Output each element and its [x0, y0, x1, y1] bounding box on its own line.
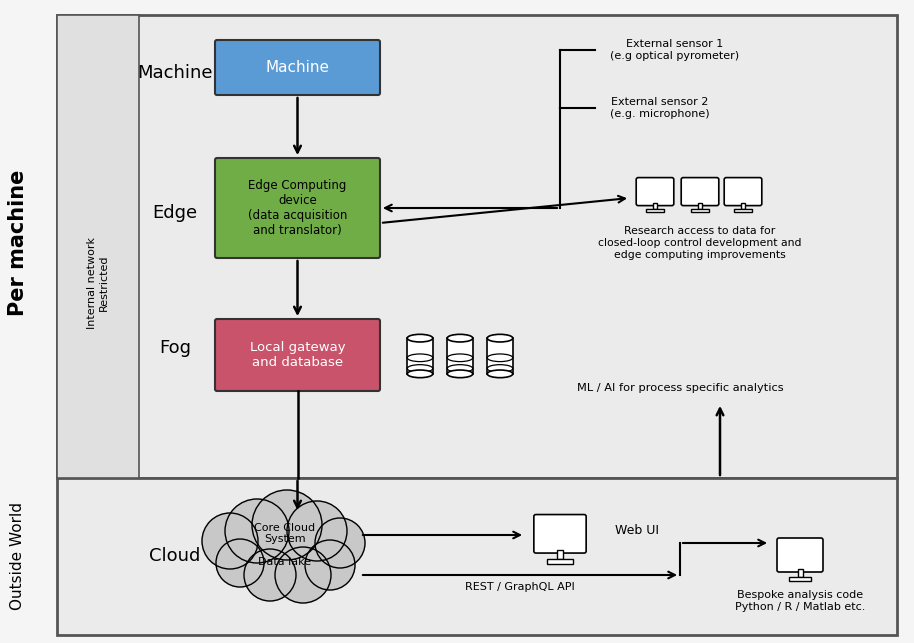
Ellipse shape: [487, 334, 513, 342]
Bar: [646, 209, 664, 212]
Text: External sensor 1
(e.g optical pyrometer): External sensor 1 (e.g optical pyrometer…: [610, 39, 739, 61]
Bar: [558, 550, 563, 559]
Text: Fog: Fog: [159, 339, 191, 357]
Text: Internal network
Restricted: Internal network Restricted: [87, 237, 109, 329]
Text: Local gateway
and database: Local gateway and database: [250, 341, 345, 369]
Circle shape: [244, 549, 296, 601]
Text: Outside World: Outside World: [10, 502, 26, 610]
Text: ML / AI for process specific analytics: ML / AI for process specific analytics: [577, 383, 783, 393]
Circle shape: [315, 518, 365, 568]
Text: Machine: Machine: [265, 60, 330, 75]
Bar: [653, 203, 657, 209]
Ellipse shape: [487, 370, 513, 377]
FancyBboxPatch shape: [215, 319, 380, 391]
Bar: [741, 203, 745, 209]
Circle shape: [202, 513, 258, 569]
Circle shape: [225, 499, 289, 563]
Bar: [691, 209, 708, 212]
Circle shape: [305, 540, 355, 590]
Text: Edge Computing
device
(data acquisition
and translator): Edge Computing device (data acquisition …: [248, 179, 347, 237]
FancyBboxPatch shape: [534, 514, 586, 553]
Bar: [57, 478, 897, 635]
Circle shape: [252, 490, 322, 560]
Text: Web UI: Web UI: [615, 525, 659, 538]
Ellipse shape: [447, 370, 473, 377]
Ellipse shape: [447, 334, 473, 342]
FancyBboxPatch shape: [215, 158, 380, 258]
Bar: [798, 569, 802, 577]
Circle shape: [216, 539, 264, 587]
FancyBboxPatch shape: [215, 40, 380, 95]
Text: Cloud: Cloud: [149, 547, 201, 565]
Circle shape: [275, 547, 331, 603]
FancyBboxPatch shape: [777, 538, 823, 572]
Text: Edge: Edge: [153, 204, 197, 222]
Bar: [734, 209, 752, 212]
Bar: [57, 15, 897, 478]
Bar: [547, 559, 573, 564]
Text: Core Cloud
System

Data lake: Core Cloud System Data lake: [254, 523, 315, 567]
Ellipse shape: [408, 370, 432, 377]
Bar: [447, 338, 473, 374]
Ellipse shape: [220, 525, 350, 581]
Circle shape: [287, 501, 347, 561]
Text: External sensor 2
(e.g. microphone): External sensor 2 (e.g. microphone): [610, 97, 709, 119]
FancyBboxPatch shape: [724, 177, 761, 206]
Bar: [698, 203, 702, 209]
Bar: [57, 15, 139, 478]
FancyBboxPatch shape: [681, 177, 718, 206]
Bar: [487, 338, 513, 374]
FancyBboxPatch shape: [636, 177, 674, 206]
Ellipse shape: [408, 334, 432, 342]
Text: REST / GraphQL API: REST / GraphQL API: [465, 582, 575, 592]
Text: Per machine: Per machine: [8, 170, 28, 316]
Text: Machine: Machine: [137, 64, 213, 82]
Text: Research access to data for
closed-loop control development and
edge computing i: Research access to data for closed-loop …: [599, 226, 802, 260]
Text: Bespoke analysis code
Python / R / Matlab etc.: Bespoke analysis code Python / R / Matla…: [735, 590, 866, 611]
Bar: [789, 577, 811, 581]
Bar: [408, 338, 432, 374]
